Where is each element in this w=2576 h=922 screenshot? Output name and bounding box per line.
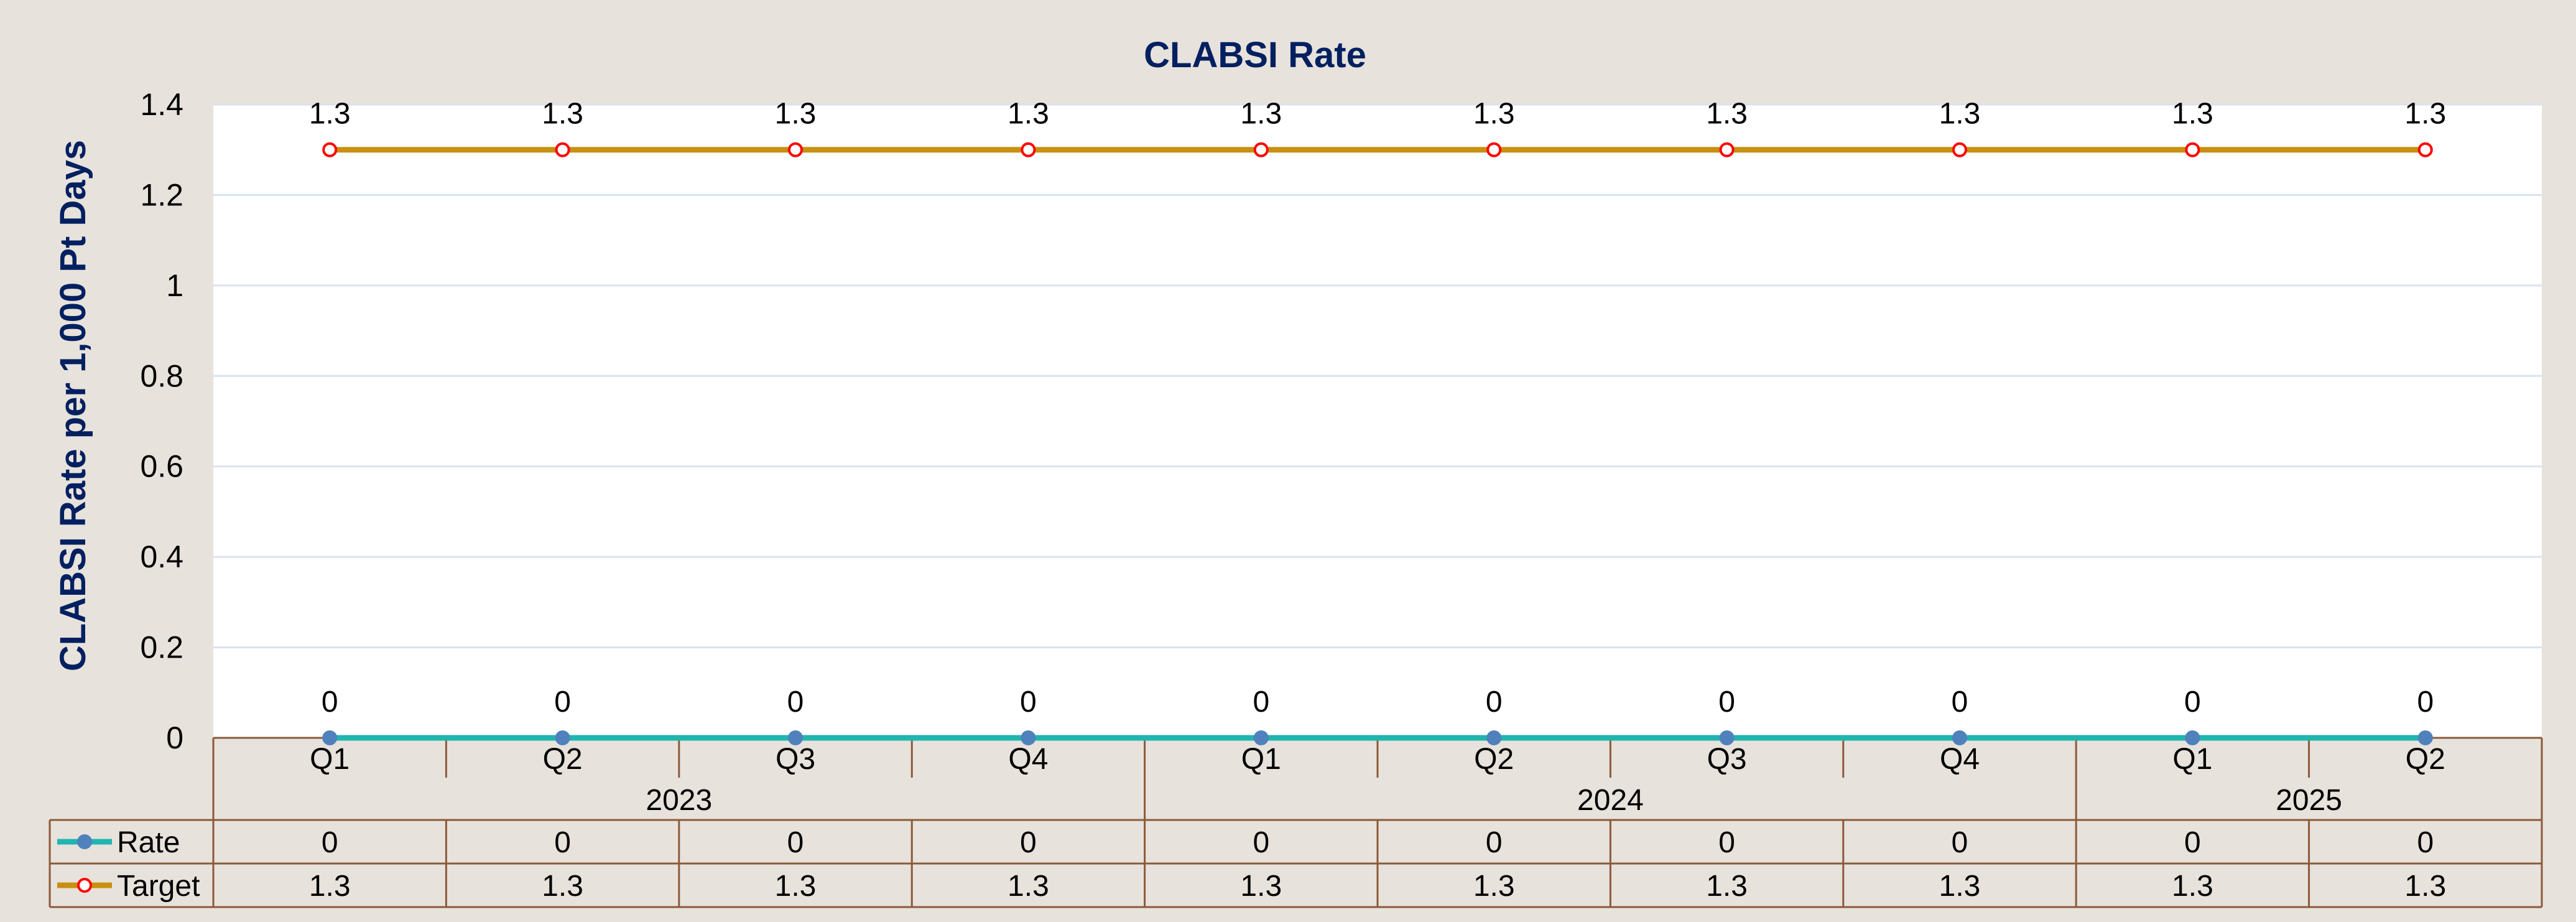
table-cell: 1.3 bbox=[309, 870, 351, 903]
plot-area bbox=[213, 105, 2542, 738]
data-point bbox=[322, 730, 338, 745]
data-point bbox=[788, 730, 803, 745]
data-point bbox=[1486, 142, 1502, 157]
table-cell: 1.3 bbox=[542, 870, 583, 903]
legend-label: Rate bbox=[117, 826, 180, 859]
data-label: 1.3 bbox=[1706, 98, 1748, 131]
table-cell: 1.3 bbox=[1473, 870, 1515, 903]
table-cell: 1.3 bbox=[1240, 870, 1282, 903]
chart-title: CLABSI Rate bbox=[1144, 35, 1366, 75]
data-label: 0 bbox=[554, 686, 571, 719]
group-label: 2023 bbox=[646, 784, 712, 817]
data-label: 1.3 bbox=[1473, 98, 1515, 131]
data-point bbox=[1719, 730, 1735, 745]
legend-label: Target bbox=[117, 870, 200, 903]
y-tick-label: 0 bbox=[166, 720, 183, 755]
data-point bbox=[1253, 730, 1269, 745]
data-point bbox=[555, 730, 570, 745]
data-point bbox=[1486, 730, 1502, 745]
data-point bbox=[1952, 142, 1967, 157]
x-tick-label: Q3 bbox=[1707, 743, 1747, 776]
x-tick-label: Q2 bbox=[1474, 743, 1514, 776]
data-point bbox=[1021, 142, 1036, 157]
y-tick-label: 0.2 bbox=[140, 630, 183, 665]
legend-key-marker bbox=[77, 834, 92, 849]
table-cell: 0 bbox=[2417, 826, 2434, 859]
table-cell: 0 bbox=[1952, 826, 1968, 859]
data-label: 1.3 bbox=[1008, 98, 1049, 131]
data-point bbox=[1021, 730, 1036, 745]
data-label: 1.3 bbox=[1240, 98, 1282, 131]
data-label: 1.3 bbox=[775, 98, 817, 131]
data-point bbox=[2185, 142, 2200, 157]
group-label: 2024 bbox=[1577, 784, 1644, 817]
data-label: 0 bbox=[787, 686, 804, 719]
y-tick-label: 1 bbox=[166, 268, 183, 303]
table-cell: 1.3 bbox=[2172, 870, 2213, 903]
y-tick-label: 0.6 bbox=[140, 449, 183, 484]
data-point bbox=[1253, 142, 1269, 157]
data-label: 1.3 bbox=[2172, 98, 2213, 131]
data-label: 0 bbox=[1020, 686, 1037, 719]
table-cell: 0 bbox=[1486, 826, 1503, 859]
x-tick-label: Q1 bbox=[2172, 743, 2212, 776]
data-label: 0 bbox=[322, 686, 338, 719]
data-label: 1.3 bbox=[309, 98, 351, 131]
data-point bbox=[2417, 730, 2433, 745]
x-tick-label: Q1 bbox=[1241, 743, 1281, 776]
data-point bbox=[2417, 142, 2433, 157]
data-label: 0 bbox=[1253, 686, 1269, 719]
x-tick-label: Q3 bbox=[776, 743, 815, 776]
x-tick-label: Q2 bbox=[2406, 743, 2445, 776]
table-cell: 0 bbox=[322, 826, 338, 859]
y-tick-label: 0.4 bbox=[140, 539, 183, 574]
table-cell: 1.3 bbox=[1706, 870, 1748, 903]
data-point bbox=[788, 142, 803, 157]
data-point bbox=[1952, 730, 1967, 745]
data-point bbox=[322, 142, 338, 157]
table-cell: 0 bbox=[1718, 826, 1735, 859]
table-cell: 1.3 bbox=[1939, 870, 1981, 903]
data-label: 1.3 bbox=[2404, 98, 2446, 131]
table-cell: 0 bbox=[787, 826, 804, 859]
y-tick-label: 1.2 bbox=[140, 177, 183, 212]
group-label: 2025 bbox=[2276, 784, 2342, 817]
legend-key-marker bbox=[77, 878, 92, 893]
table-cell: 0 bbox=[554, 826, 571, 859]
data-point bbox=[1719, 142, 1735, 157]
table-cell: 1.3 bbox=[775, 870, 817, 903]
y-tick-label: 0.8 bbox=[140, 358, 183, 393]
x-tick-label: Q4 bbox=[1940, 743, 1980, 776]
data-point bbox=[555, 142, 570, 157]
data-label: 1.3 bbox=[1939, 98, 1981, 131]
table-cell: 1.3 bbox=[2404, 870, 2446, 903]
data-label: 0 bbox=[2417, 686, 2434, 719]
x-tick-label: Q1 bbox=[310, 743, 350, 776]
x-tick-label: Q4 bbox=[1008, 743, 1048, 776]
y-tick-label: 1.4 bbox=[140, 87, 183, 122]
x-tick-label: Q2 bbox=[543, 743, 583, 776]
data-label: 0 bbox=[1718, 686, 1735, 719]
table-cell: 0 bbox=[1253, 826, 1269, 859]
data-label: 0 bbox=[1952, 686, 1968, 719]
data-label: 0 bbox=[2184, 686, 2201, 719]
data-point bbox=[2185, 730, 2200, 745]
table-cell: 0 bbox=[2184, 826, 2201, 859]
y-axis-label: CLABSI Rate per 1,000 Pt Days bbox=[53, 140, 93, 671]
table-cell: 1.3 bbox=[1008, 870, 1049, 903]
data-label: 1.3 bbox=[542, 98, 583, 131]
data-label: 0 bbox=[1486, 686, 1503, 719]
table-cell: 0 bbox=[1020, 826, 1037, 859]
